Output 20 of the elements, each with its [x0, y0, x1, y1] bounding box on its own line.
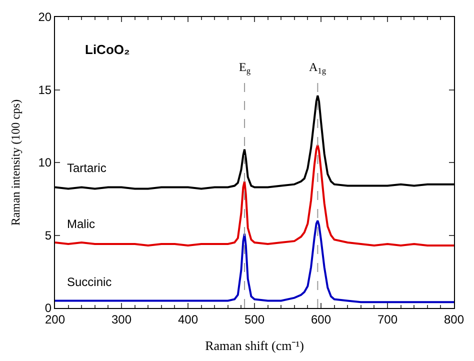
series-label: Succinic	[67, 275, 112, 289]
x-tick-label: 300	[111, 312, 132, 326]
y-tick-label: 15	[38, 82, 52, 97]
y-tick-label: 20	[38, 10, 52, 24]
series-label: Tartaric	[67, 161, 106, 175]
annotation: LiCoO₂	[85, 42, 130, 57]
line-series	[55, 144, 454, 246]
ref-line-label: E$_{g}$	[239, 60, 252, 76]
y-axis-title: Raman intensity (100 cps)	[8, 99, 23, 226]
ref-line-label: A$_{1g}$	[309, 60, 327, 76]
x-tick-label: 600	[310, 312, 332, 326]
x-tick-label: 700	[377, 312, 398, 326]
x-axis-title: Raman shift (cm⁻¹)	[205, 338, 304, 353]
x-tick-label: 500	[244, 312, 265, 326]
series-label: Malic	[67, 217, 96, 231]
x-tick-label: 800	[444, 312, 464, 326]
y-tick-label: 10	[38, 156, 52, 170]
y-tick-label: 5	[44, 228, 52, 242]
line-series	[55, 220, 454, 304]
x-tick-label: 400	[178, 312, 198, 326]
